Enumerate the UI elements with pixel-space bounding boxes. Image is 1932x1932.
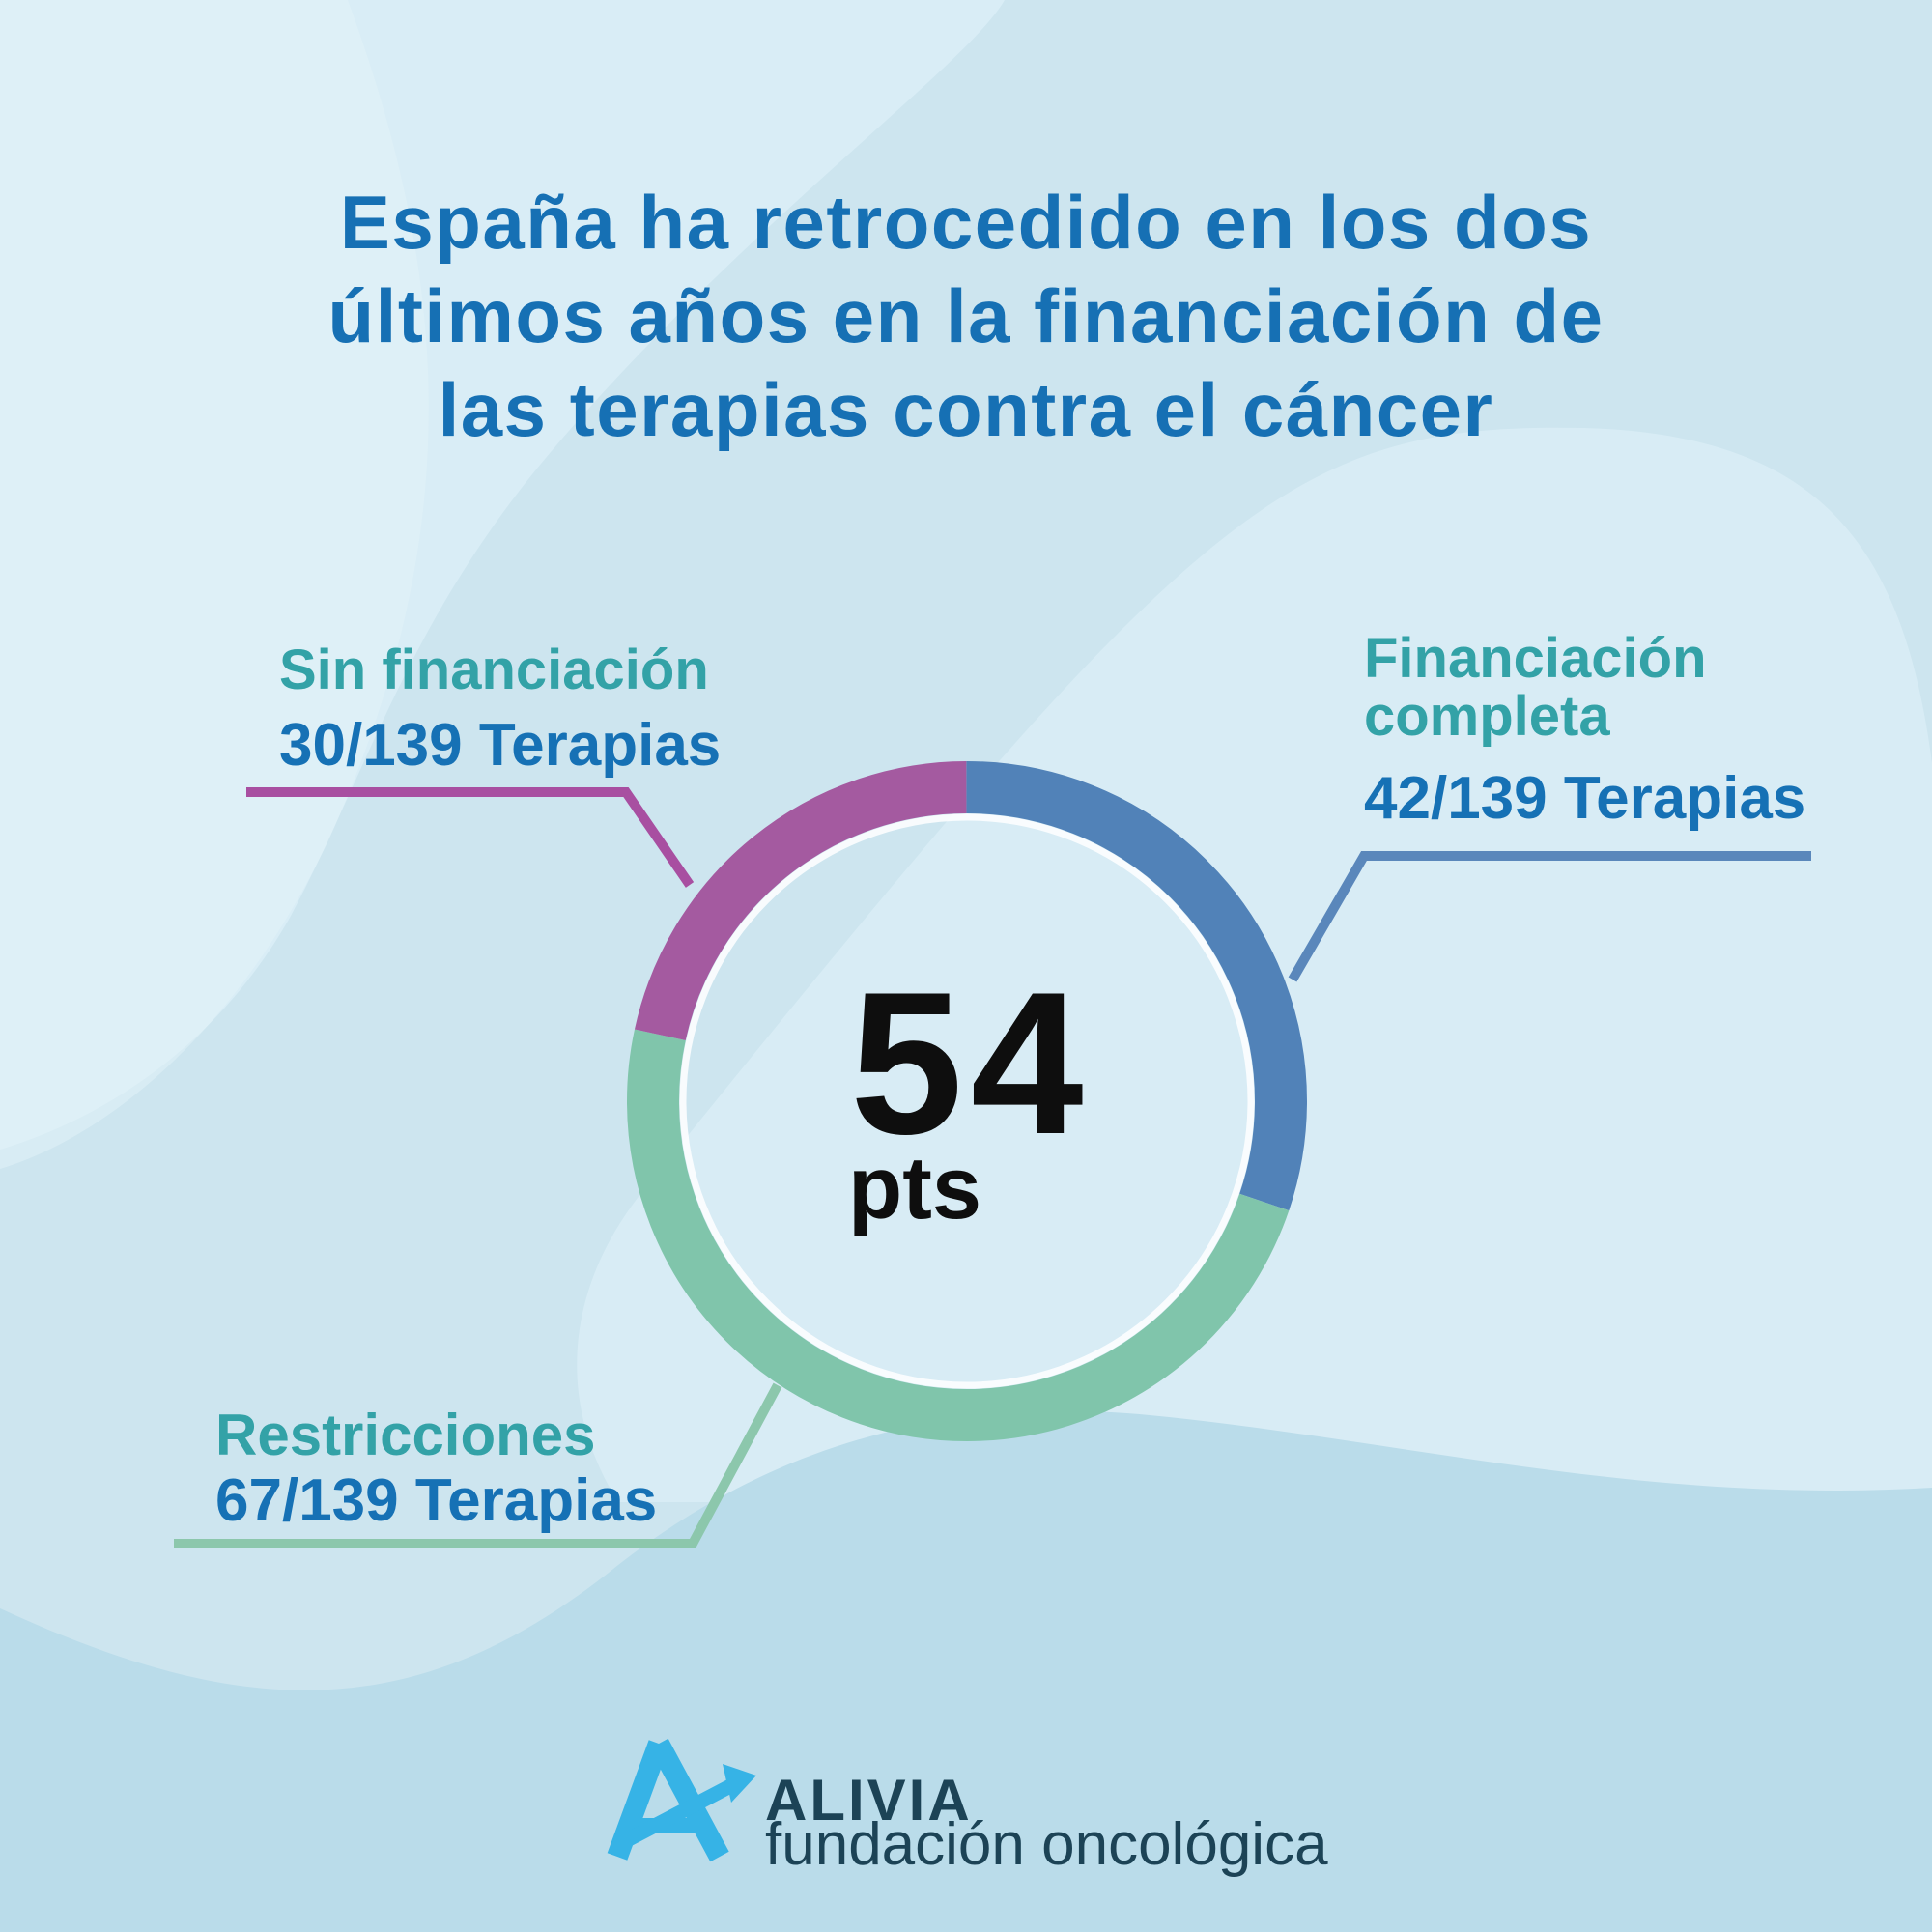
callout-sin-financiacion: Sin financiación 30/139 Terapias (279, 640, 820, 778)
callout-sin-financiacion-label: Sin financiación (279, 639, 709, 701)
page-title-line-3: las terapias contra el cáncer (438, 367, 1494, 452)
background-blob-top-left-accent (0, 0, 429, 1169)
alivia-logo-mark-icon (607, 1738, 756, 1862)
background-wave-bottom (0, 1410, 1932, 1932)
donut-inner-rim (679, 813, 1255, 1389)
page-title: España ha retrocedido en los dos últimos… (97, 176, 1835, 457)
donut-segment-sin-financiacion (627, 761, 1307, 1441)
callout-sin-financiacion-value: 30/139 Terapias (279, 712, 722, 779)
donut-center-unit: pts (848, 1139, 981, 1237)
callout-restricciones-label: Restricciones (215, 1403, 596, 1467)
donut-segment-restricciones (627, 761, 1307, 1441)
donut-center-value: 54 (850, 950, 1092, 1177)
page-title-line-1: España ha retrocedido en los dos (339, 180, 1593, 265)
callout-restricciones: Restricciones 67/139 Terapias (215, 1406, 795, 1533)
logo-brand-text: ALIVIA (765, 1768, 973, 1833)
callout-financiacion-completa: Financiación completa 42/139 Terapias (1364, 630, 1808, 831)
donut-chart (627, 761, 1307, 1441)
page-title-line-2: últimos años en la financiación de (327, 273, 1605, 358)
callout-financiacion-completa-value: 42/139 Terapias (1364, 765, 1806, 832)
connector-financiacion-completa (1288, 851, 1811, 982)
connector-restricciones (174, 1382, 782, 1548)
connector-sin-financiacion (246, 787, 695, 888)
logo-tagline-text: fundación oncológica (765, 1811, 1328, 1878)
callout-restricciones-value: 67/139 Terapias (215, 1467, 658, 1534)
callout-financiacion-completa-label: Financiación completa (1364, 627, 1707, 748)
